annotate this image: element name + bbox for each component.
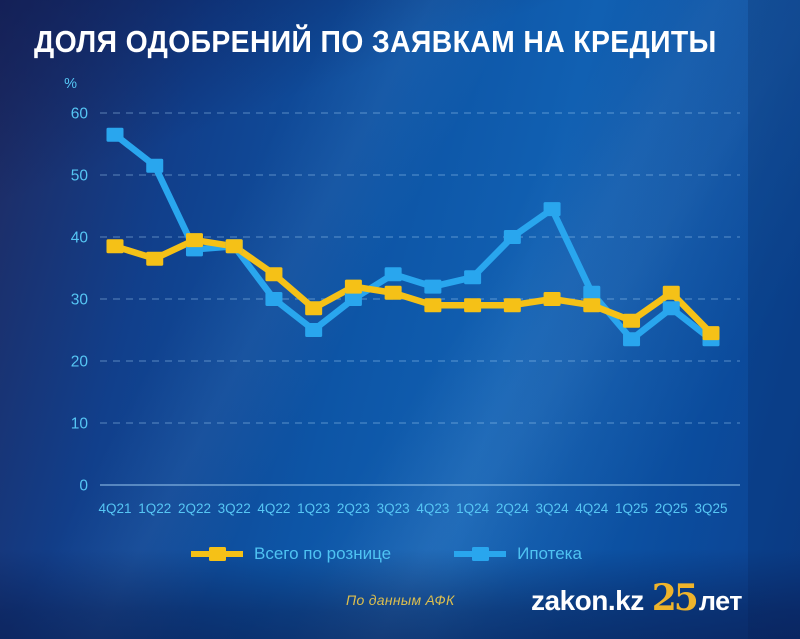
data-point-marker-mortgage	[583, 285, 601, 300]
data-point-marker-retail	[623, 313, 641, 328]
data-point-marker-retail	[543, 292, 561, 306]
y-tick-label: 30	[71, 292, 89, 309]
data-point-marker-mortgage	[662, 301, 680, 316]
legend-item-retail: Всего по рознице	[190, 544, 391, 564]
retail-line-swatch-icon	[191, 547, 243, 561]
x-tick-label: 4Q23	[416, 501, 449, 516]
data-point-marker-mortgage	[623, 332, 641, 347]
data-point-marker-retail	[225, 239, 243, 254]
y-tick-label: 20	[71, 354, 89, 371]
x-tick-label: 1Q23	[297, 501, 330, 516]
y-tick-label: 10	[71, 416, 89, 433]
data-point-marker-retail	[424, 298, 442, 313]
data-point-marker-retail	[503, 298, 521, 313]
x-tick-label: 4Q24	[575, 501, 609, 516]
x-tick-label: 3Q22	[218, 501, 251, 516]
data-point-marker-mortgage	[265, 292, 283, 306]
data-point-marker-retail	[464, 298, 482, 313]
page-title: ДОЛЯ ОДОБРЕНИЙ ПО ЗАЯВКАМ НА КРЕДИТЫ	[34, 24, 717, 59]
data-point-marker-mortgage	[146, 158, 164, 173]
x-tick-label: 2Q22	[178, 501, 211, 516]
legend-item-mortgage: Ипотека	[453, 544, 582, 564]
data-point-marker-mortgage	[305, 323, 323, 337]
chart-legend: Всего по рознице Ипотека	[190, 544, 582, 564]
legend-label-mortgage: Ипотека	[517, 544, 582, 563]
data-point-marker-mortgage	[543, 202, 561, 217]
x-tick-label: 4Q22	[257, 501, 290, 516]
data-point-marker-retail	[384, 285, 402, 300]
data-point-marker-retail	[305, 301, 323, 316]
y-tick-label: 50	[71, 168, 89, 185]
series-line-retail	[111, 236, 715, 337]
y-tick-label: 40	[71, 230, 89, 247]
brand-anniversary-number: 25	[651, 577, 699, 619]
legend-label-retail: Всего по рознице	[254, 544, 392, 563]
data-point-marker-retail	[702, 326, 720, 341]
x-tick-label: 2Q25	[655, 501, 688, 516]
brand-site-name: zakon.kz	[531, 585, 644, 616]
data-point-marker-retail	[185, 233, 203, 248]
data-point-marker-mortgage	[464, 270, 482, 285]
data-point-marker-retail	[146, 251, 164, 266]
y-tick-label: 0	[79, 478, 88, 495]
x-tick-label: 1Q24	[456, 501, 490, 516]
data-point-marker-retail	[106, 239, 124, 254]
data-point-marker-mortgage	[106, 127, 124, 142]
x-tick-label: 2Q23	[337, 501, 370, 516]
x-tick-label: 4Q21	[98, 501, 131, 516]
data-point-marker-mortgage	[424, 279, 442, 294]
mortgage-line-swatch-icon	[454, 547, 507, 561]
x-tick-label: 1Q25	[615, 501, 648, 516]
x-tick-label: 1Q22	[138, 501, 171, 516]
data-source-note: По данным АФК	[346, 592, 455, 608]
data-point-marker-mortgage	[384, 267, 402, 282]
data-point-marker-retail	[583, 298, 601, 313]
data-point-marker-retail	[662, 285, 680, 300]
x-tick-label: 3Q24	[536, 501, 570, 516]
data-point-marker-mortgage	[503, 230, 521, 244]
brand-logo: zakon.kz 25 лет	[531, 577, 743, 619]
x-tick-label: 2Q24	[496, 501, 530, 516]
y-axis-unit-label: %	[64, 76, 77, 92]
y-tick-label: 60	[71, 106, 89, 123]
x-tick-label: 3Q25	[694, 501, 727, 516]
x-tick-label: 3Q23	[377, 501, 410, 516]
data-point-marker-retail	[344, 279, 362, 294]
data-point-marker-retail	[265, 267, 283, 282]
data-point-marker-mortgage	[344, 292, 362, 306]
brand-anniversary-word: лет	[698, 586, 743, 616]
